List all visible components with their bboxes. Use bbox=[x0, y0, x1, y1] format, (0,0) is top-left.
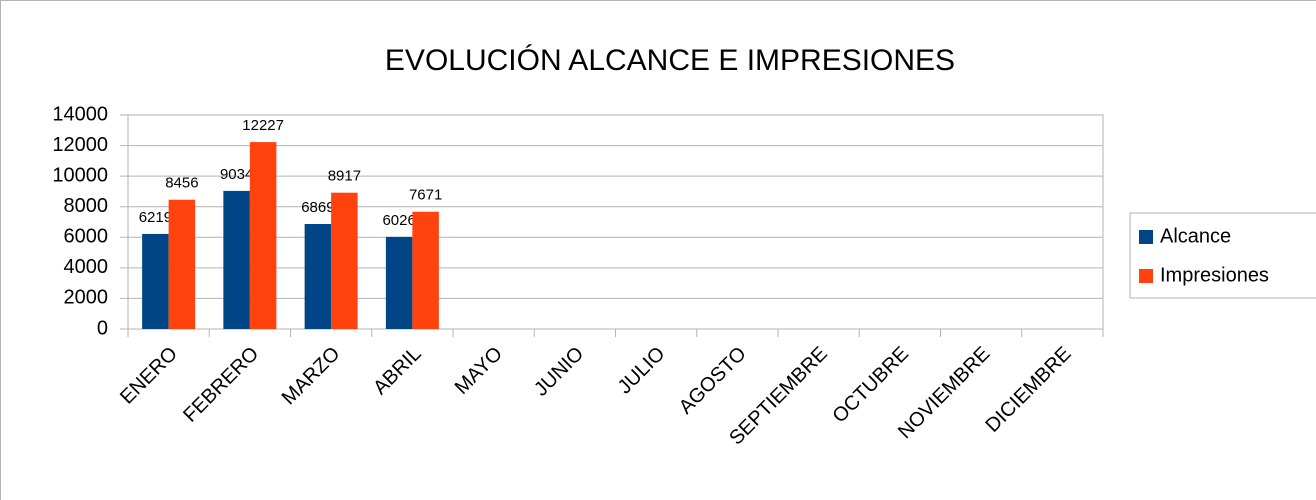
bar bbox=[304, 224, 332, 329]
legend-swatch bbox=[1139, 269, 1153, 283]
data-label: 6219 bbox=[139, 209, 172, 226]
chart-title: EVOLUCIÓN ALCANCE E IMPRESIONES bbox=[385, 44, 955, 77]
bar bbox=[385, 236, 413, 329]
y-tick-label: 14000 bbox=[52, 103, 108, 125]
data-label: 12227 bbox=[242, 117, 284, 134]
legend-swatch bbox=[1139, 230, 1153, 244]
y-tick-label: 12000 bbox=[52, 134, 108, 156]
bar bbox=[223, 190, 250, 329]
bar bbox=[412, 211, 439, 329]
legend-box bbox=[1129, 212, 1316, 299]
bar bbox=[142, 233, 169, 329]
data-label: 6869 bbox=[301, 199, 334, 216]
data-label: 8456 bbox=[165, 175, 198, 192]
y-tick-label: 0 bbox=[97, 317, 108, 339]
data-label: 9034 bbox=[220, 166, 253, 183]
y-tick-label: 8000 bbox=[64, 195, 109, 217]
bar bbox=[168, 199, 196, 329]
data-label: 6026 bbox=[382, 212, 415, 229]
bar bbox=[331, 192, 358, 329]
data-label: 7671 bbox=[409, 187, 442, 204]
legend-label: Impresiones bbox=[1160, 264, 1269, 286]
bar bbox=[249, 142, 277, 329]
y-tick-label: 6000 bbox=[64, 226, 109, 248]
y-tick-label: 10000 bbox=[52, 164, 108, 186]
data-label: 8917 bbox=[328, 168, 361, 185]
legend-label: Alcance bbox=[1160, 225, 1231, 247]
y-tick-label: 4000 bbox=[64, 256, 109, 278]
y-tick-label: 2000 bbox=[64, 287, 109, 309]
